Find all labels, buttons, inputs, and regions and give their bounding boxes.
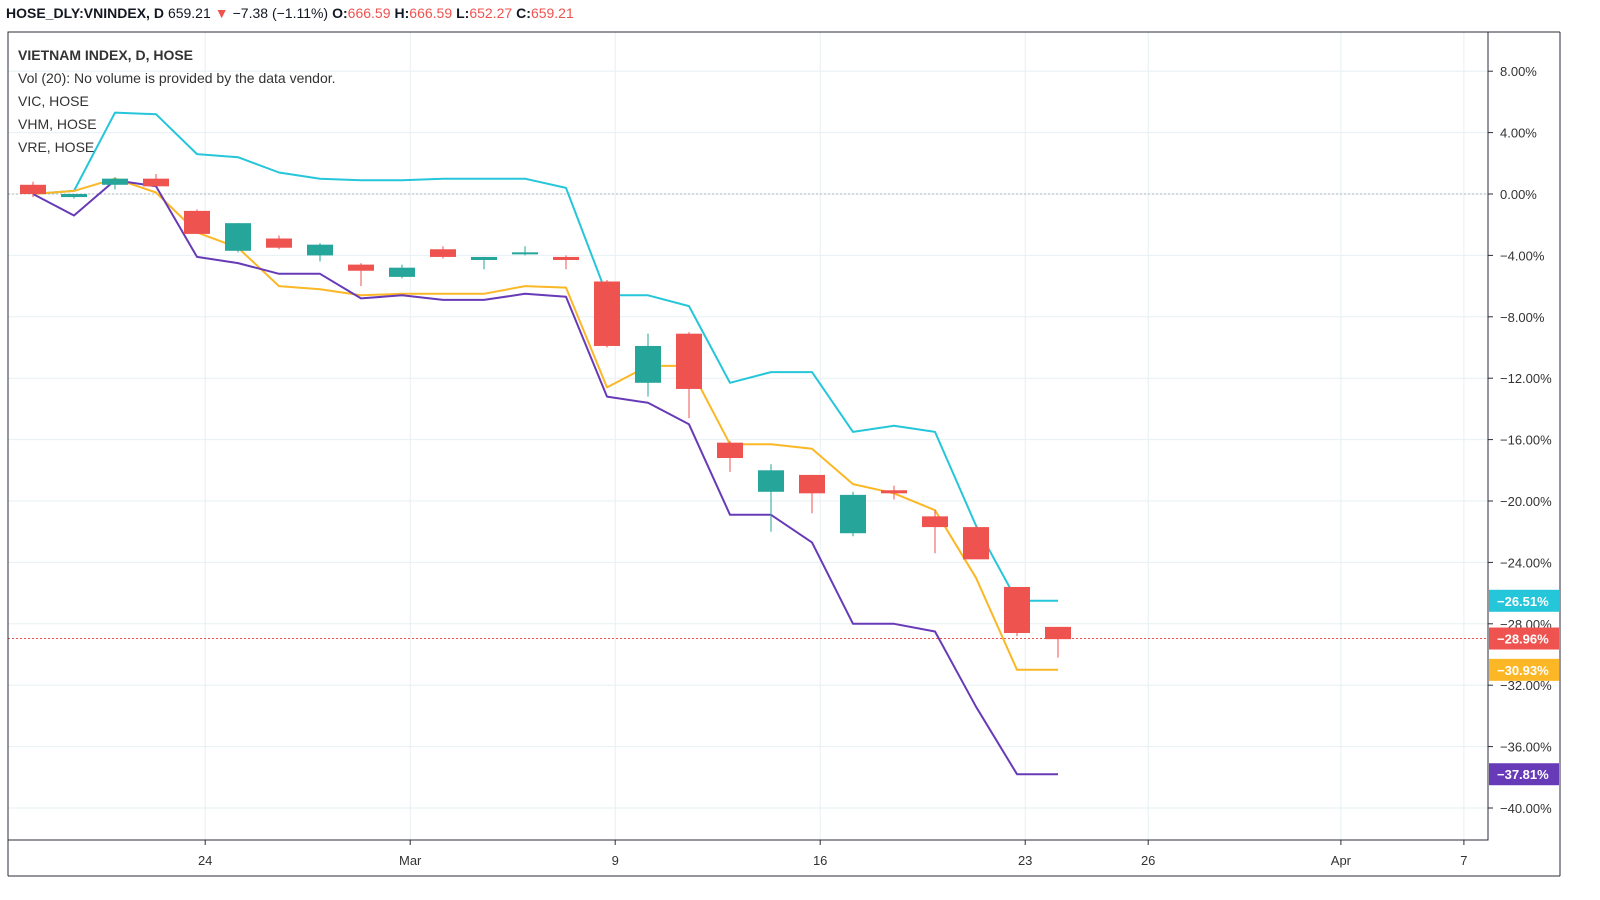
- chart-legend: VIETNAM INDEX, D, HOSE Vol (20): No volu…: [18, 44, 336, 159]
- candle-body: [348, 264, 374, 271]
- x-tick-label: 26: [1141, 853, 1155, 868]
- x-tick-label: 16: [813, 853, 827, 868]
- y-tick-label: 8.00%: [1500, 64, 1537, 79]
- candle-body: [430, 249, 456, 257]
- candle-body: [389, 267, 415, 277]
- series-line-3: [32, 179, 1058, 776]
- y-tick-label: −12.00%: [1500, 371, 1552, 386]
- series-last-badge-1: −26.51%: [1497, 594, 1549, 609]
- candle-body: [20, 184, 46, 194]
- close-value: 659.21: [530, 5, 574, 21]
- price-change: −7.38 (−1.11%): [232, 5, 329, 21]
- legend-series-vic[interactable]: VIC, HOSE: [18, 93, 89, 109]
- y-tick-label: −24.00%: [1500, 555, 1552, 570]
- high-value: 666.59: [409, 5, 453, 21]
- candles: [20, 174, 1071, 658]
- candle-body: [61, 194, 87, 198]
- x-tick-label: Mar: [399, 853, 422, 868]
- y-tick-label: −20.00%: [1500, 494, 1552, 509]
- low-value: 652.27: [469, 5, 513, 21]
- y-tick-label: −16.00%: [1500, 433, 1552, 448]
- candle-body: [512, 252, 538, 255]
- candle-body: [307, 244, 333, 256]
- symbol-name[interactable]: HOSE_DLY:VNINDEX, D: [6, 5, 164, 21]
- candle-body: [922, 516, 948, 528]
- x-tick-label: 24: [198, 853, 212, 868]
- series-last-badge-2: −30.93%: [1497, 663, 1549, 678]
- candle-body: [635, 345, 661, 383]
- legend-series-vre[interactable]: VRE, HOSE: [18, 139, 95, 155]
- plot-frame: [7, 31, 1489, 841]
- candle-body: [184, 210, 210, 234]
- y-tick-label: −32.00%: [1500, 678, 1552, 693]
- candle-body: [225, 223, 251, 251]
- series-last-badge-3: −37.81%: [1497, 767, 1549, 782]
- x-tick-label: 23: [1018, 853, 1032, 868]
- y-tick-label: −36.00%: [1500, 740, 1552, 755]
- y-tick-label: 0.00%: [1500, 187, 1537, 202]
- low-label: L:: [456, 5, 470, 21]
- last-price: 659.21: [167, 5, 211, 21]
- x-tick-label: 9: [612, 853, 619, 868]
- y-tick-label: −8.00%: [1500, 310, 1545, 325]
- series-last-badge-1-bg: [1489, 589, 1559, 612]
- y-tick-label: −40.00%: [1500, 801, 1552, 816]
- y-tick-label: 4.00%: [1500, 126, 1537, 141]
- candle-body: [881, 490, 907, 494]
- candle-body: [1045, 626, 1071, 640]
- candle-body: [471, 256, 497, 261]
- candle-body: [717, 442, 743, 459]
- axes: 8.00% 4.00% 0.00% −4.00% −8.00% −12.00% −16.00…: [7, 31, 1561, 877]
- down-arrow-icon: ▼: [214, 5, 229, 21]
- candle-body: [799, 474, 825, 494]
- open-value: 666.59: [347, 5, 391, 21]
- legend-volume[interactable]: Vol (20): No volume is provided by the d…: [18, 70, 336, 86]
- grid: [8, 32, 1488, 840]
- series-line-1: [32, 111, 1058, 602]
- last-price-badge-bg: [1489, 627, 1559, 650]
- candle-body: [676, 333, 702, 389]
- candle-body: [102, 178, 128, 185]
- candle-body: [840, 494, 866, 534]
- candle-body: [758, 470, 784, 492]
- high-label: H:: [394, 5, 410, 21]
- x-tick-label: 7: [1460, 853, 1467, 868]
- candle-body: [553, 256, 579, 261]
- open-label: O:: [332, 5, 348, 21]
- candle-body: [266, 238, 292, 248]
- legend-series-vhm[interactable]: VHM, HOSE: [18, 116, 97, 132]
- y-tick-label: −4.00%: [1500, 248, 1545, 263]
- series-last-badge-3-bg: [1489, 763, 1559, 786]
- candle-body: [1004, 586, 1030, 634]
- last-value-badges: −26.51% −30.93% −37.81% −28.96%: [1489, 589, 1559, 786]
- candle-body: [963, 527, 989, 560]
- candle-body: [143, 178, 169, 187]
- legend-title[interactable]: VIETNAM INDEX, D, HOSE: [18, 47, 194, 63]
- series-line-2: [32, 177, 1058, 671]
- x-tick-label: Apr: [1331, 853, 1352, 868]
- series-last-badge-2-bg: [1489, 658, 1559, 681]
- last-price-badge: −28.96%: [1497, 632, 1549, 647]
- candle-body: [594, 281, 620, 346]
- close-label: C:: [516, 5, 531, 21]
- symbol-header: HOSE_DLY:VNINDEX, D 659.21 ▼ −7.38 (−1.1…: [0, 0, 1600, 26]
